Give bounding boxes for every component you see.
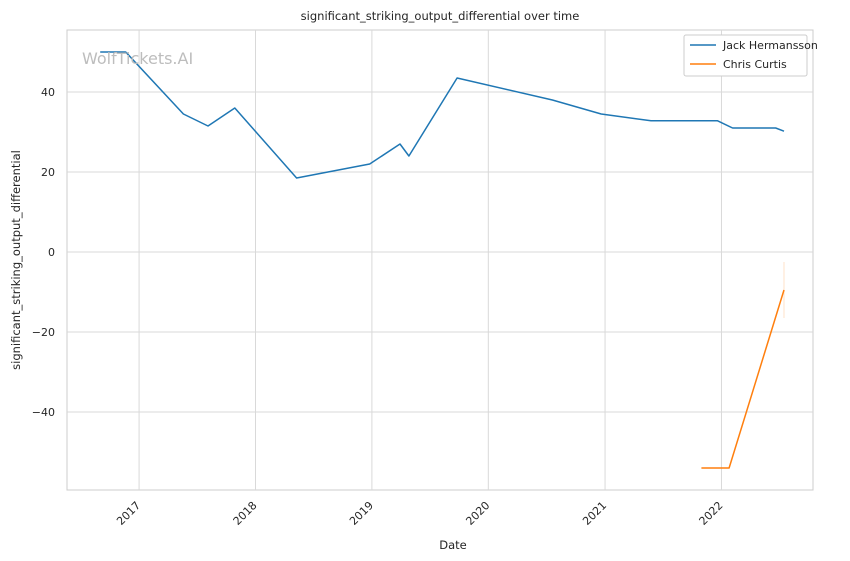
plot-area xyxy=(66,29,814,491)
series-line-chris-curtis xyxy=(701,289,785,469)
chart-title: significant_striking_output_differential… xyxy=(301,9,580,23)
x-tick-label: 2018 xyxy=(231,499,260,528)
x-tick-labels: 2017 2018 2019 2020 2021 2022 xyxy=(114,499,725,528)
y-tick-label: −20 xyxy=(32,326,55,339)
y-axis-title: significant_striking_output_differential xyxy=(9,150,23,370)
x-tick-label: 2022 xyxy=(697,499,726,528)
x-tick-label: 2017 xyxy=(114,499,143,528)
legend-label-chris-curtis: Chris Curtis xyxy=(723,58,787,71)
series-line-jack-hermansson xyxy=(100,51,785,179)
watermark: WolfTickets.AI xyxy=(82,49,193,68)
y-tick-labels: −40 −20 0 20 40 xyxy=(32,86,55,419)
x-tick-label: 2021 xyxy=(580,499,609,528)
legend-label-jack-hermansson: Jack Hermansson xyxy=(722,39,818,52)
x-axis-title: Date xyxy=(439,538,467,552)
legend: Jack Hermansson Chris Curtis xyxy=(683,34,818,77)
y-tick-label: 20 xyxy=(41,166,55,179)
series-layer xyxy=(100,51,785,469)
y-tick-label: −40 xyxy=(32,406,55,419)
y-gridlines xyxy=(67,91,813,413)
x-tick-label: 2020 xyxy=(463,499,492,528)
x-tick-label: 2019 xyxy=(347,499,376,528)
y-tick-label: 0 xyxy=(48,246,55,259)
x-gridlines xyxy=(138,30,722,490)
y-tick-label: 40 xyxy=(41,86,55,99)
